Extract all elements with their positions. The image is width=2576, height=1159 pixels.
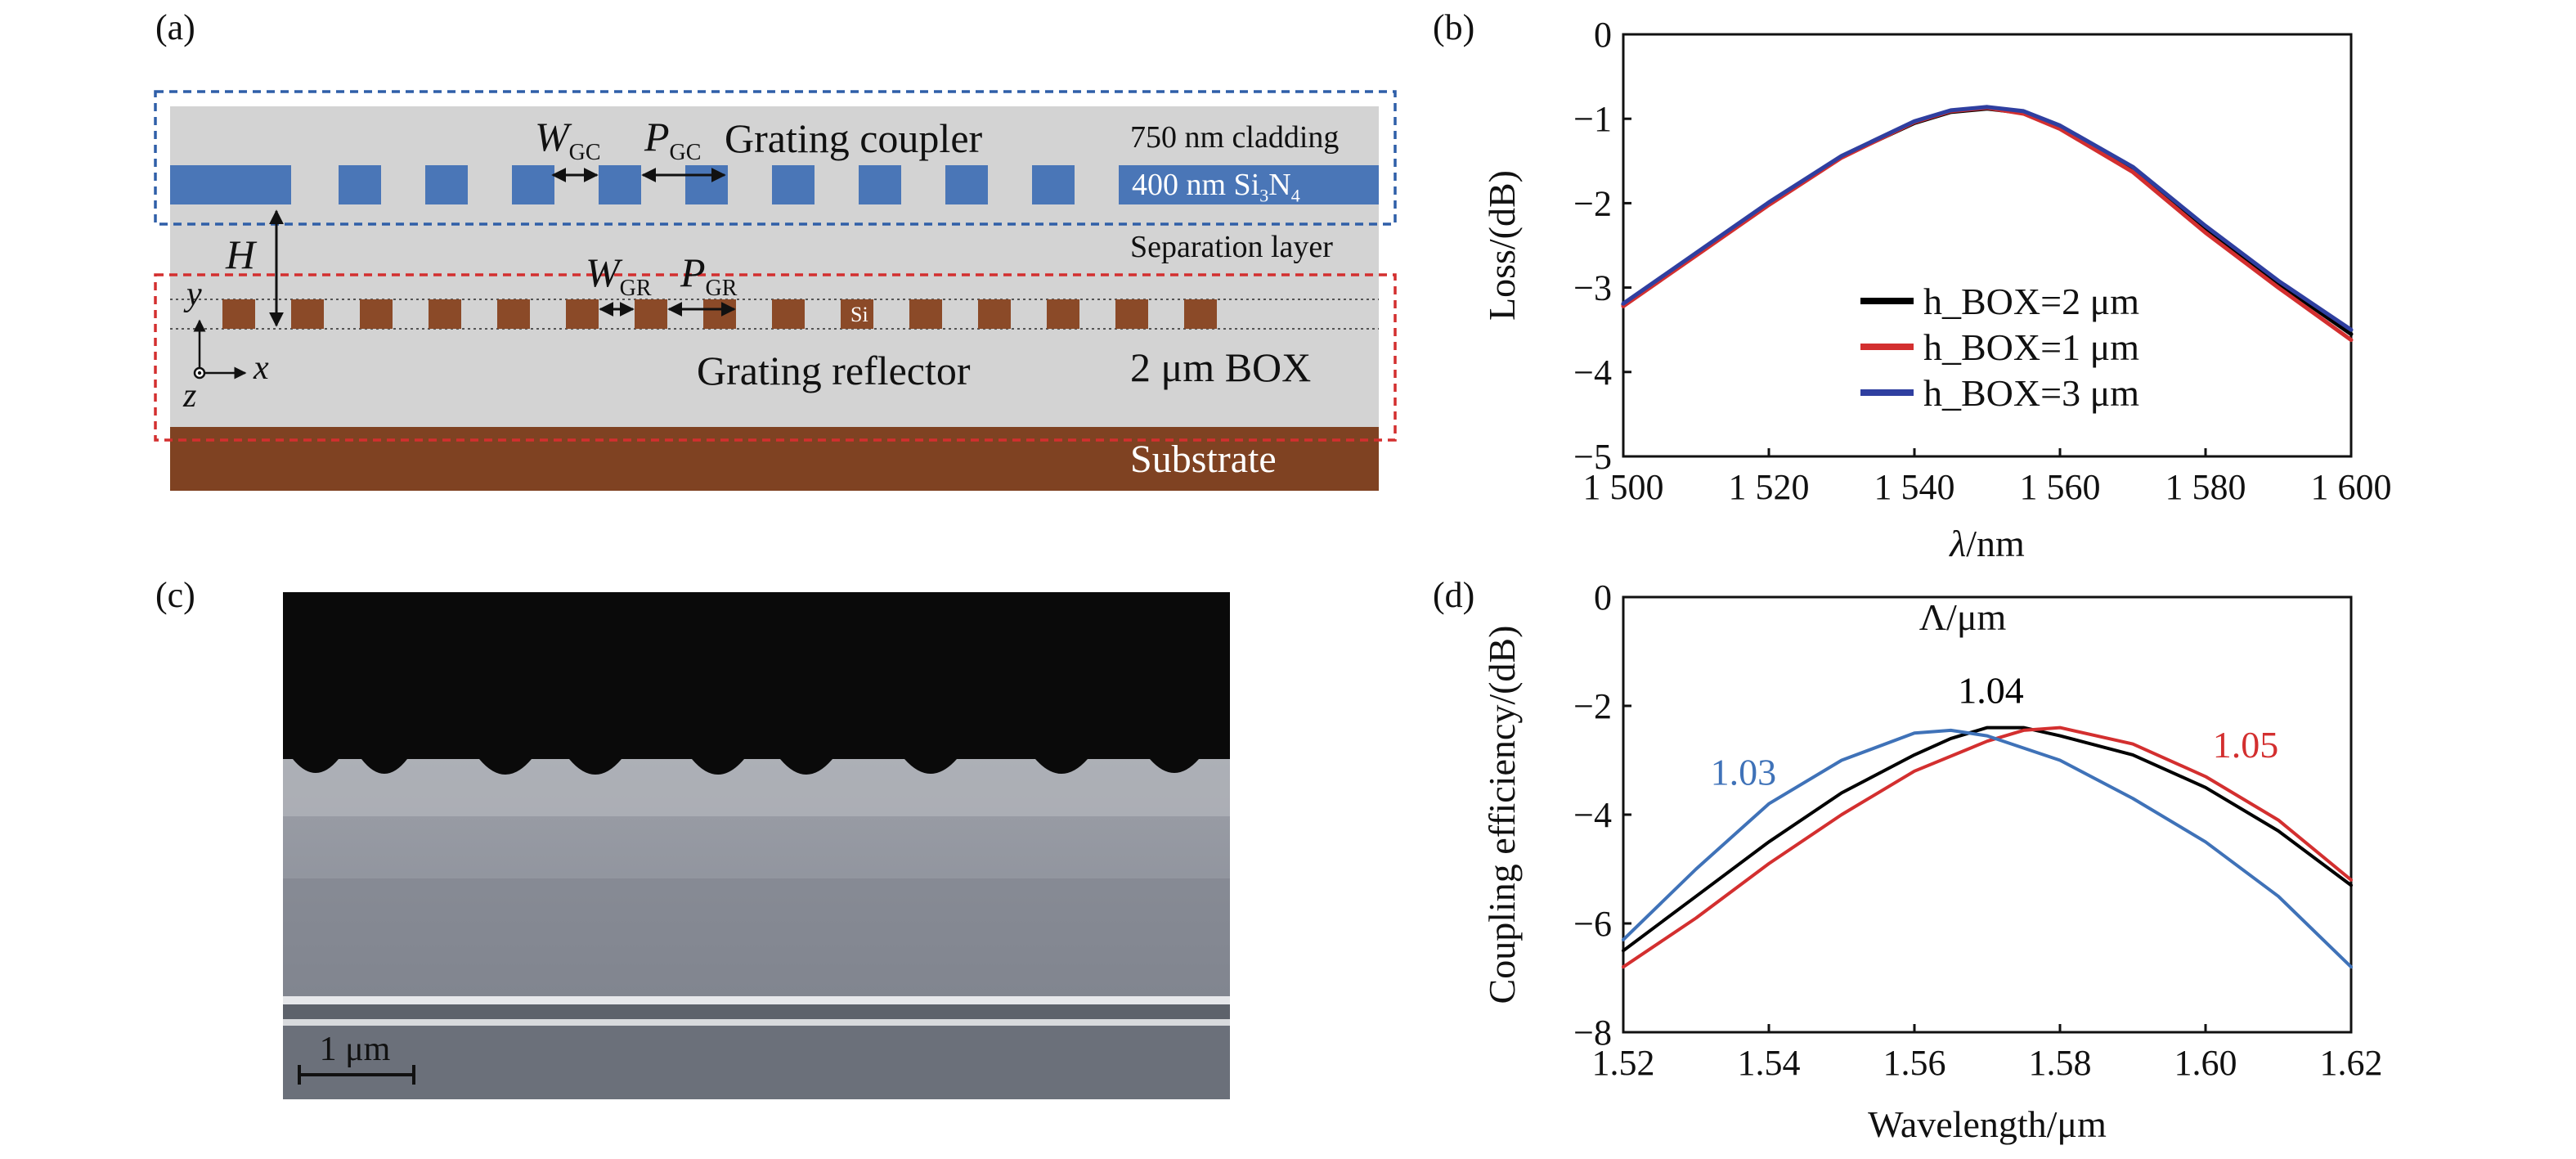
x-tick-label: 1.54 xyxy=(1738,1043,1801,1083)
si-grating-teeth xyxy=(222,299,1217,329)
x-tick-label: 1 540 xyxy=(1874,467,1955,507)
panel-label-b: (b) xyxy=(1433,7,1475,47)
panel-label-d: (d) xyxy=(1433,575,1475,615)
sin-right-slab xyxy=(1119,165,1379,204)
chart-b-frame xyxy=(1622,33,2353,458)
separation-layer-label: Separation layer xyxy=(1130,230,1333,264)
y-tick-label: −4 xyxy=(1573,353,1612,393)
y-axis-label: Loss/(dB) xyxy=(1481,170,1523,321)
panel-label-c: (c) xyxy=(155,575,195,615)
x-tick-label: 1 580 xyxy=(2165,467,2246,507)
grating-coupler-dashed-box xyxy=(154,90,1397,226)
substrate-layer xyxy=(170,427,1379,491)
legend-label: h_BOX=1 μm xyxy=(1923,326,2139,368)
si-label: Si xyxy=(850,303,868,326)
x-tick-label: 1 600 xyxy=(2311,467,2392,507)
x-tick-label: 1 560 xyxy=(2020,467,2101,507)
panel-label-a: (a) xyxy=(155,7,195,47)
series-annotation: 1.04 xyxy=(1958,670,2024,712)
x-tick-label: 1.60 xyxy=(2174,1043,2237,1083)
substrate-label: Substrate xyxy=(1130,438,1277,481)
series-line xyxy=(1622,728,2353,969)
series-annotation: 1.05 xyxy=(2213,724,2279,766)
y-tick-label: −2 xyxy=(1573,183,1612,223)
chart-d-coupling-efficiency: 1.52 1.54 1.56 1.58 1.60 1.62 0 −2 −4 −6 −8 Couplin… xyxy=(1481,577,2383,1145)
y-tick-label: −6 xyxy=(1573,904,1612,944)
chart-d-frame xyxy=(1622,595,2353,1034)
y-tick-label: −2 xyxy=(1573,686,1612,726)
x-tick-label: 1.52 xyxy=(1592,1043,1655,1083)
axis-z-label: z xyxy=(183,377,197,415)
x-axis-label: Wavelength/μm xyxy=(1868,1103,2107,1145)
x-tick-label: 1 500 xyxy=(1583,467,1664,507)
scale-bar-label: 1 μm xyxy=(320,1031,391,1068)
y-tick-label: −5 xyxy=(1573,437,1612,477)
cladding-label: 750 nm cladding xyxy=(1130,120,1340,155)
y-tick-label: 0 xyxy=(1594,577,1612,618)
p-gr-label: PGR xyxy=(680,249,738,301)
box-label: 2 μm BOX xyxy=(1130,344,1312,390)
y-tick-label: 0 xyxy=(1594,15,1612,55)
y-tick-label: −4 xyxy=(1573,795,1612,835)
x-tick-label: 1 520 xyxy=(1729,467,1810,507)
chart-d-title: Λ/μm xyxy=(1919,596,2007,638)
grating-coupler-title: Grating coupler xyxy=(725,115,983,161)
y-axis-label: Coupling efficiency/(dB) xyxy=(1481,626,1523,1004)
y-tick-label: −1 xyxy=(1573,99,1612,139)
x-tick-label: 1.62 xyxy=(2320,1043,2383,1083)
series-line xyxy=(1622,725,2353,953)
cladding-layer xyxy=(170,106,1379,427)
panel-a-schematic xyxy=(154,90,1397,491)
sin-layer-label: 400 nm Si3N4 xyxy=(1132,168,1300,206)
w-gr-label: WGR xyxy=(586,249,652,301)
series-annotation: 1.03 xyxy=(1711,751,1777,793)
y-tick-label: −3 xyxy=(1573,268,1612,308)
legend-label: h_BOX=2 μm xyxy=(1923,281,2139,322)
sin-left-slab xyxy=(170,165,291,204)
series-line xyxy=(1621,105,2354,332)
h-label: H xyxy=(226,231,256,277)
sin-grating-teeth xyxy=(339,165,1075,204)
y-tick-label: −8 xyxy=(1573,1013,1612,1053)
axis-y-label: y xyxy=(186,276,202,313)
x-tick-label: 1.56 xyxy=(1883,1043,1946,1083)
axis-x-label: x xyxy=(254,349,269,387)
x-tick-label: 1.58 xyxy=(2029,1043,2092,1083)
x-axis-label: λ/nm xyxy=(1948,523,2025,564)
grating-reflector-dashed-box xyxy=(154,273,1397,442)
w-gc-label: WGC xyxy=(535,114,601,165)
series-line xyxy=(1622,725,2353,969)
legend-label: h_BOX=3 μm xyxy=(1923,372,2139,414)
sem-image: 1 μm xyxy=(283,592,1230,1099)
p-gc-label: PGC xyxy=(644,114,702,165)
chart-b-loss: 1 500 1 520 1 540 1 560 1 580 1 600 0 −1 −2 −3 −4 −… xyxy=(1481,15,2392,564)
grating-reflector-label: Grating reflector xyxy=(697,348,971,393)
